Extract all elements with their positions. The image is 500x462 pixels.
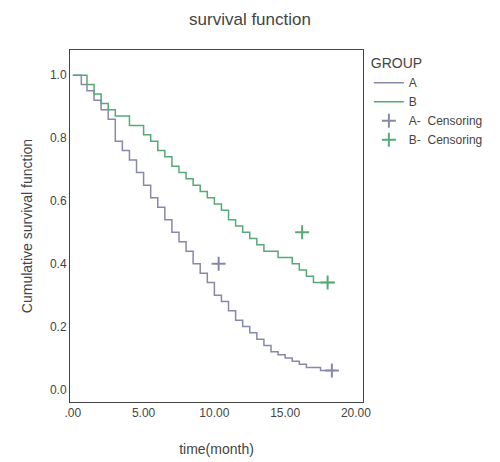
svg-text:1.0: 1.0 (50, 68, 67, 82)
svg-text:0.0: 0.0 (50, 383, 67, 397)
svg-text:15.00: 15.00 (270, 406, 300, 420)
svg-text:10.00: 10.00 (199, 406, 229, 420)
svg-text:B- Censoring: B- Censoring (409, 133, 482, 147)
svg-text:A: A (409, 76, 417, 90)
svg-text:0.4: 0.4 (50, 257, 67, 271)
svg-text:0.2: 0.2 (50, 320, 67, 334)
svg-text:0.6: 0.6 (50, 194, 67, 208)
svg-text:survival function: survival function (189, 10, 311, 29)
svg-text:time(month): time(month) (179, 441, 254, 457)
svg-text:0.8: 0.8 (50, 131, 67, 145)
svg-text:A- Censoring: A- Censoring (409, 114, 482, 128)
svg-text:B: B (409, 95, 417, 109)
svg-text:5.00: 5.00 (132, 406, 156, 420)
svg-text:GROUP: GROUP (371, 55, 422, 71)
svg-text:Cumulative survival function: Cumulative survival function (19, 139, 35, 313)
svg-text:20.00: 20.00 (341, 406, 371, 420)
svg-text:.00: .00 (64, 406, 81, 420)
